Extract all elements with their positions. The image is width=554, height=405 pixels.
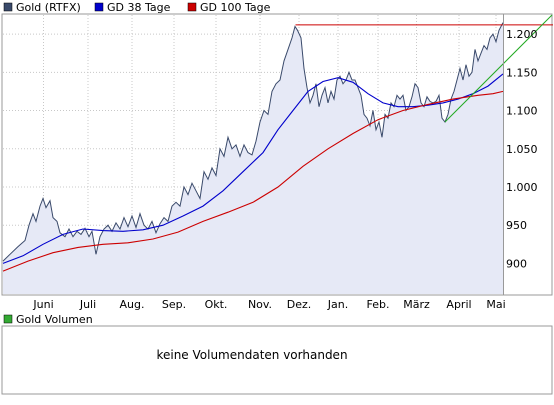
series-line-price	[2, 22, 504, 262]
x-tick-label: Dez.	[287, 298, 312, 311]
x-tick-label: Jan.	[327, 298, 348, 311]
x-tick-label: Juni	[32, 298, 53, 311]
legend-label-price: Gold (RTFX)	[16, 1, 81, 14]
legend-swatch-price	[3, 2, 13, 12]
y-tick-label: 1.000	[506, 181, 538, 194]
x-tick-label: Sep.	[162, 298, 186, 311]
y-axis-labels: 900 950 1.000 1.050 1.100 1.150 1.200	[506, 28, 538, 270]
legend-label-ma38: GD 38 Tage	[107, 1, 171, 14]
series-area-price	[3, 22, 503, 294]
legend-item-ma100[interactable]: GD 100 Tage	[187, 1, 271, 14]
price-legend: Gold (RTFX) GD 38 Tage GD 100 Tage	[3, 1, 271, 14]
y-tick-label: 1.200	[506, 28, 538, 41]
legend-label-ma100: GD 100 Tage	[200, 1, 271, 14]
price-plot-area[interactable]	[2, 14, 553, 294]
x-tick-label: Mai	[486, 298, 505, 311]
trend-line	[444, 14, 553, 123]
y-tick-label: 1.050	[506, 143, 538, 156]
volume-panel	[1, 325, 553, 395]
y-tick-label: 950	[506, 219, 527, 232]
x-tick-label: Juli	[79, 298, 96, 311]
y-tick-label: 1.100	[506, 105, 538, 118]
series-line-ma100	[2, 90, 504, 272]
legend-swatch-volume	[3, 314, 13, 324]
legend-item-ma38[interactable]: GD 38 Tage	[94, 1, 171, 14]
x-axis-labels: Juni Juli Aug. Sep. Okt. Nov. Dez. Jan. Feb. März…	[32, 298, 505, 311]
x-tick-label: Aug.	[120, 298, 145, 311]
x-tick-label: Nov.	[248, 298, 272, 311]
y-tick-label: 1.150	[506, 66, 538, 79]
legend-label-volume: Gold Volumen	[16, 313, 93, 326]
annotation-layer	[295, 14, 553, 123]
legend-swatch-ma100	[187, 2, 197, 12]
y-tick-label: 900	[506, 257, 527, 270]
volume-legend[interactable]: Gold Volumen	[3, 313, 93, 326]
x-tick-label: Feb.	[367, 298, 390, 311]
x-tick-label: April	[446, 298, 471, 311]
no-volume-message: keine Volumendaten vorhanden	[156, 348, 347, 362]
series-layer	[2, 22, 504, 294]
x-tick-label: Okt.	[205, 298, 228, 311]
legend-swatch-ma38	[94, 2, 104, 12]
series-line-ma38	[2, 73, 504, 264]
legend-item-price[interactable]: Gold (RTFX)	[3, 1, 81, 14]
x-tick-label: März	[403, 298, 430, 311]
